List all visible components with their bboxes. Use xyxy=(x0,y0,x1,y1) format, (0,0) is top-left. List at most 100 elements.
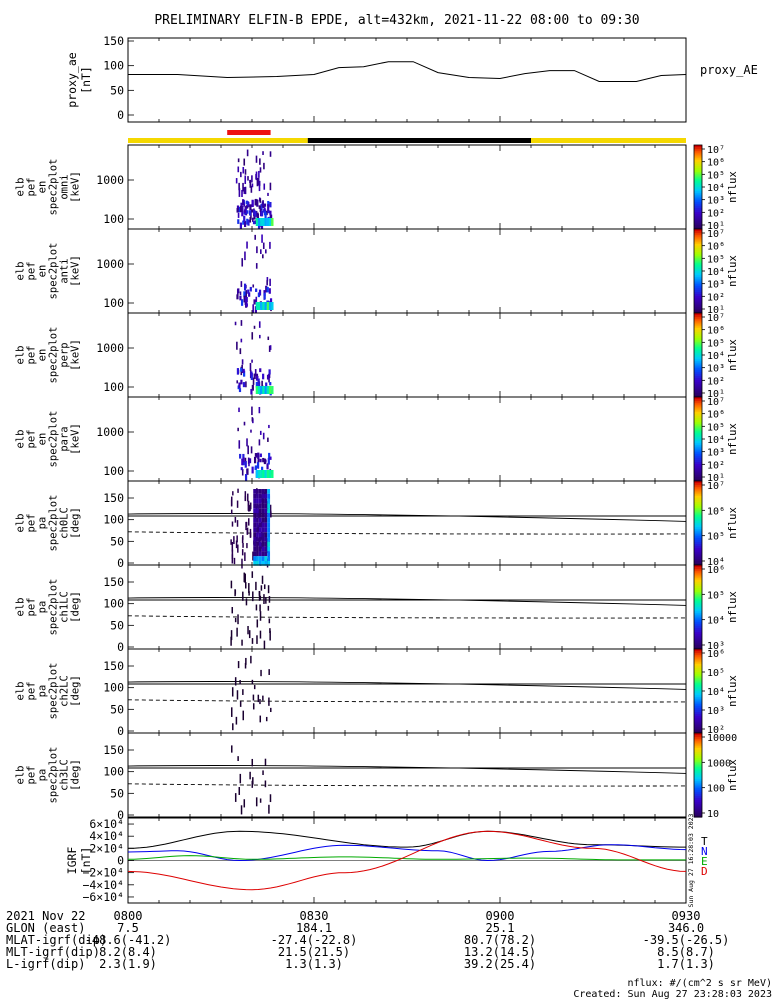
flux-cell xyxy=(256,498,259,504)
flux-cell xyxy=(236,627,238,637)
y-tick-label: 100 xyxy=(103,597,124,611)
flux-cell xyxy=(232,723,234,731)
colorbar-cell xyxy=(694,533,702,537)
proxy-ae-line xyxy=(128,61,687,82)
flux-cell xyxy=(243,215,246,223)
colorbar-cell xyxy=(694,239,702,243)
flux-cell xyxy=(258,522,262,528)
colorbar-cell xyxy=(694,720,702,724)
colorbar-tick-label: 10² xyxy=(707,208,725,219)
figure-title: PRELIMINARY ELFIN-B EPDE, alt=432km, 202… xyxy=(154,13,639,28)
colorbar-cell xyxy=(694,329,702,333)
flux-cell xyxy=(251,679,254,685)
flux-cell xyxy=(261,537,265,542)
colorbar-cell xyxy=(694,548,702,551)
flux-cell xyxy=(269,278,271,286)
flux-cell xyxy=(269,241,271,249)
colorbar-cell xyxy=(694,504,702,507)
flux-cell xyxy=(240,367,243,372)
flux-cell xyxy=(244,186,247,195)
flux-cell xyxy=(269,151,272,157)
colorbar-cell xyxy=(694,376,702,379)
colorbar-cell xyxy=(694,565,702,568)
colorbar-cell xyxy=(694,760,702,763)
flux-cell xyxy=(253,551,257,557)
colorbar-cell xyxy=(694,527,702,530)
y-tick-label: 100 xyxy=(103,464,124,478)
flux-cell xyxy=(265,716,268,722)
colorbar-cell xyxy=(694,636,702,640)
colorbar-cell xyxy=(694,424,702,427)
flux-cell xyxy=(262,218,265,226)
y-tick-label: 100 xyxy=(103,681,124,695)
colorbar-label: nflux xyxy=(727,759,739,791)
colorbar-tick-label: 10⁶ xyxy=(707,410,725,421)
flux-cell xyxy=(256,551,259,557)
y-tick-label: 150 xyxy=(103,743,124,757)
flux-cell xyxy=(254,234,256,240)
flux-cell xyxy=(257,470,261,478)
flux-cell xyxy=(239,453,242,459)
colorbar-cell xyxy=(694,625,702,629)
colorbar-cell xyxy=(694,594,702,598)
colorbar-cell xyxy=(694,226,702,230)
flux-cell xyxy=(248,583,250,594)
flux-cell xyxy=(243,283,247,291)
flux-cell xyxy=(258,561,262,566)
flux-cell xyxy=(268,345,271,352)
flux-cell xyxy=(267,503,271,509)
flux-cell xyxy=(266,470,270,478)
colorbar-cell xyxy=(694,737,702,740)
legend-label: T xyxy=(701,835,708,848)
colorbar-cell xyxy=(694,777,702,780)
colorbar-cell xyxy=(694,661,702,665)
flux-cell xyxy=(242,382,246,388)
flux-cell xyxy=(269,504,272,514)
y-axis-label: pef xyxy=(26,514,38,533)
flux-cell xyxy=(244,175,247,185)
flux-cell xyxy=(269,794,272,803)
flux-cell xyxy=(267,527,271,533)
flux-cell xyxy=(231,542,234,552)
y-tick-label: 0 xyxy=(117,108,124,122)
flux-cell xyxy=(266,386,270,394)
y-tick-label: 1000 xyxy=(96,341,124,355)
flux-cell xyxy=(259,595,262,601)
flux-cell xyxy=(256,546,259,552)
flux-cell xyxy=(241,189,243,198)
colorbar-cell xyxy=(694,619,702,623)
colorbar-cell xyxy=(694,407,702,411)
colorbar-label: nflux xyxy=(727,507,739,539)
y-tick-label: 100 xyxy=(103,380,124,394)
flux-cell xyxy=(241,359,244,365)
colorbar-tick-label: 10⁵ xyxy=(707,422,725,433)
colorbar-tick-label: 10⁵ xyxy=(707,338,725,349)
flux-cell xyxy=(257,452,260,460)
colorbar-cell xyxy=(694,571,702,574)
y-axis-label: en xyxy=(37,349,49,362)
flux-cell xyxy=(249,504,251,512)
flux-cell xyxy=(264,302,267,310)
flux-cell xyxy=(267,556,271,561)
flux-cell xyxy=(260,208,262,217)
colorbar-cell xyxy=(694,787,702,791)
flux-cell xyxy=(250,211,252,220)
colorbar-cell xyxy=(694,216,702,220)
colorbar-cell xyxy=(694,256,702,259)
flux-cell xyxy=(250,185,253,193)
flux-cell xyxy=(236,341,238,350)
flux-cell xyxy=(264,556,268,561)
colorbar-cell xyxy=(694,623,702,627)
flux-cell xyxy=(237,158,240,163)
colorbar-cell xyxy=(694,665,702,669)
colorbar-tick-label: 10⁴ xyxy=(707,616,725,627)
colorbar-cell xyxy=(694,691,702,694)
legend-label: E xyxy=(701,855,708,868)
flux-cell xyxy=(236,690,239,700)
colorbar-cell xyxy=(694,735,702,738)
flux-cell xyxy=(256,532,259,537)
colorbar-cell xyxy=(694,359,702,362)
colorbar-cell xyxy=(694,434,702,438)
colorbar-cell xyxy=(694,426,702,430)
flux-cell xyxy=(253,685,256,690)
